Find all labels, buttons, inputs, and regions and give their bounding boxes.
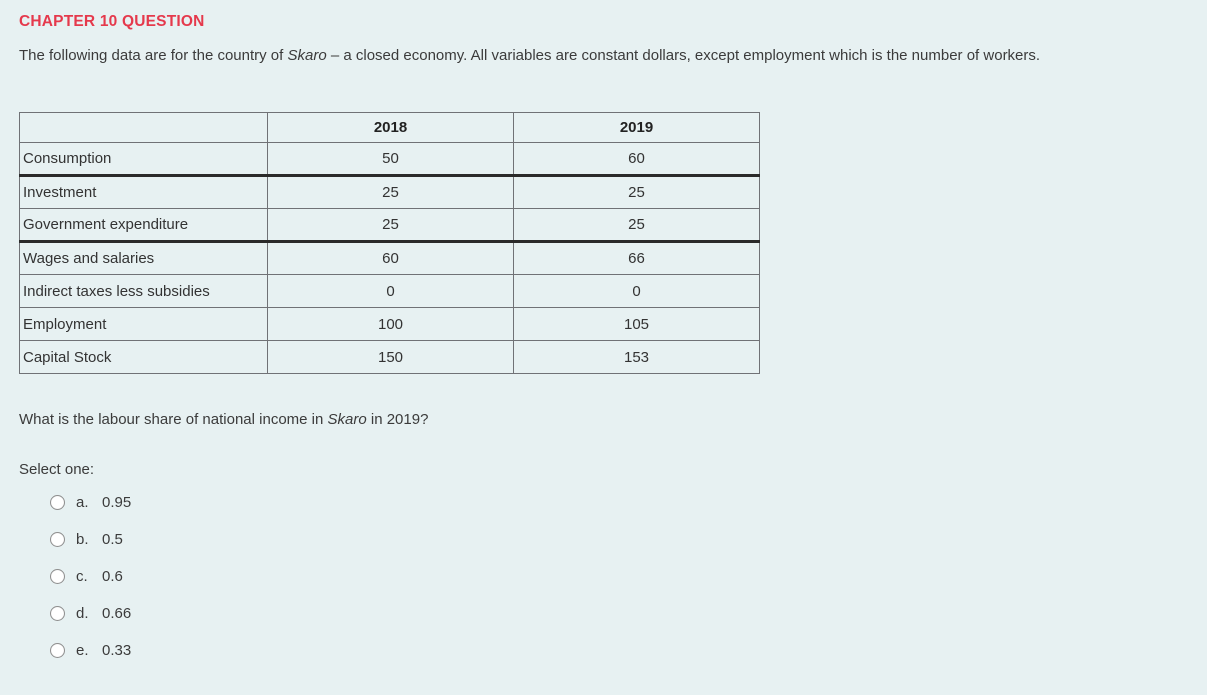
table-header-row: 2018 2019: [19, 112, 760, 143]
cell-2018: 25: [267, 208, 514, 243]
option-b-radio-button[interactable]: [50, 532, 65, 547]
table-row-indirect-taxes: Indirect taxes less subsidies 0 0: [19, 274, 760, 308]
table-row-capital-stock: Capital Stock 150 153: [19, 340, 760, 374]
row-label: Capital Stock: [19, 340, 268, 374]
option-d[interactable]: d. 0.66: [19, 595, 1183, 632]
table-row-employment: Employment 100 105: [19, 307, 760, 341]
cell-2019: 25: [513, 208, 760, 243]
cell-2019: 25: [513, 175, 760, 209]
option-d-radio-button[interactable]: [50, 606, 65, 621]
column-header-2019: 2019: [513, 112, 760, 143]
question-country-name: Skaro: [327, 411, 367, 428]
table-row-investment: Investment 25 25: [19, 175, 760, 209]
cell-2019: 66: [513, 241, 760, 275]
answer-options: a. 0.95 b. 0.5 c. 0.6 d. 0.66 e. 0.33: [19, 484, 1183, 669]
cell-2019: 0: [513, 274, 760, 308]
option-a-letter: a.: [76, 494, 89, 511]
page-title: CHAPTER 10 QUESTION: [19, 13, 205, 30]
option-d-letter: d.: [76, 605, 89, 622]
row-label: Consumption: [19, 142, 268, 177]
data-table: 2018 2019 Consumption 50 60 Investment 2…: [19, 112, 760, 374]
question-text-post: in 2019?: [366, 411, 429, 428]
row-label: Employment: [19, 307, 268, 341]
table-row-government-expenditure: Government expenditure 25 25: [19, 208, 760, 243]
cell-2018: 50: [267, 142, 514, 177]
cell-2018: 60: [267, 241, 514, 275]
question-text-pre: What is the labour share of national inc…: [19, 411, 328, 428]
table-row-consumption: Consumption 50 60: [19, 142, 760, 177]
column-header-2018: 2018: [267, 112, 514, 143]
option-e-radio-button[interactable]: [50, 643, 65, 658]
intro-text: The following data are for the country o…: [19, 47, 1183, 64]
row-label: Government expenditure: [19, 208, 268, 243]
row-label: Investment: [19, 175, 268, 209]
column-header-blank: [19, 112, 268, 143]
option-e-letter: e.: [76, 642, 89, 659]
option-a-radio-button[interactable]: [50, 495, 65, 510]
option-c-radio-button[interactable]: [50, 569, 65, 584]
cell-2018: 100: [267, 307, 514, 341]
table-row-wages-and-salaries: Wages and salaries 60 66: [19, 241, 760, 275]
row-label: Wages and salaries: [19, 241, 268, 275]
cell-2018: 150: [267, 340, 514, 374]
intro-country-name: Skaro: [287, 47, 327, 64]
select-one-label: Select one:: [19, 461, 95, 478]
question-page: CHAPTER 10 QUESTION The following data a…: [19, 13, 1183, 669]
option-e[interactable]: e. 0.33: [19, 632, 1183, 669]
option-b[interactable]: b. 0.5: [19, 521, 1183, 558]
intro-text-post: – a closed economy. All variables are co…: [326, 47, 1041, 64]
cell-2019: 105: [513, 307, 760, 341]
row-label: Indirect taxes less subsidies: [19, 274, 268, 308]
cell-2019: 153: [513, 340, 760, 374]
option-c-label[interactable]: 0.6: [102, 568, 123, 585]
question-text: What is the labour share of national inc…: [19, 411, 1183, 428]
option-b-letter: b.: [76, 531, 89, 548]
cell-2019: 60: [513, 142, 760, 177]
option-c-letter: c.: [76, 568, 88, 585]
cell-2018: 0: [267, 274, 514, 308]
option-b-label[interactable]: 0.5: [102, 531, 123, 548]
cell-2018: 25: [267, 175, 514, 209]
option-a-label[interactable]: 0.95: [102, 494, 132, 511]
option-e-label[interactable]: 0.33: [102, 642, 132, 659]
option-d-label[interactable]: 0.66: [102, 605, 132, 622]
option-c[interactable]: c. 0.6: [19, 558, 1183, 595]
intro-text-pre: The following data are for the country o…: [19, 47, 288, 64]
option-a[interactable]: a. 0.95: [19, 484, 1183, 521]
